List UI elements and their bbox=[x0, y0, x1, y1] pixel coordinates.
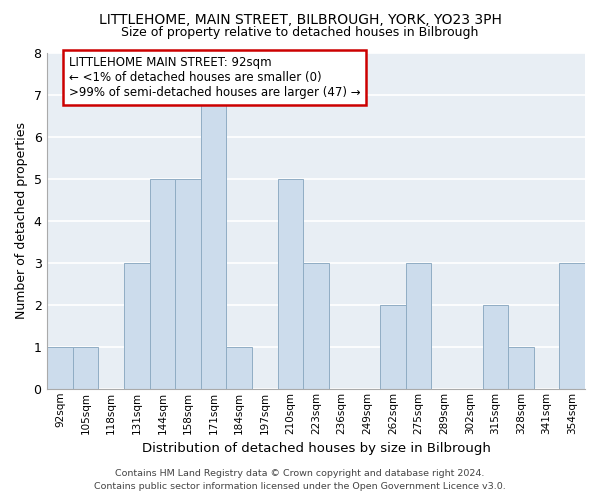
Bar bbox=[278, 178, 303, 389]
Bar bbox=[201, 94, 226, 389]
Bar bbox=[73, 346, 98, 389]
Bar bbox=[175, 178, 201, 389]
Text: Contains HM Land Registry data © Crown copyright and database right 2024.
Contai: Contains HM Land Registry data © Crown c… bbox=[94, 469, 506, 491]
Bar bbox=[226, 346, 252, 389]
Text: LITTLEHOME MAIN STREET: 92sqm
← <1% of detached houses are smaller (0)
>99% of s: LITTLEHOME MAIN STREET: 92sqm ← <1% of d… bbox=[68, 56, 360, 99]
Bar bbox=[47, 346, 73, 389]
Y-axis label: Number of detached properties: Number of detached properties bbox=[15, 122, 28, 319]
Bar bbox=[380, 304, 406, 389]
Bar bbox=[406, 262, 431, 389]
Bar bbox=[124, 262, 149, 389]
Bar bbox=[508, 346, 534, 389]
Bar bbox=[303, 262, 329, 389]
Bar bbox=[559, 262, 585, 389]
Text: LITTLEHOME, MAIN STREET, BILBROUGH, YORK, YO23 3PH: LITTLEHOME, MAIN STREET, BILBROUGH, YORK… bbox=[98, 12, 502, 26]
X-axis label: Distribution of detached houses by size in Bilbrough: Distribution of detached houses by size … bbox=[142, 442, 490, 455]
Text: Size of property relative to detached houses in Bilbrough: Size of property relative to detached ho… bbox=[121, 26, 479, 39]
Bar bbox=[149, 178, 175, 389]
Bar bbox=[482, 304, 508, 389]
